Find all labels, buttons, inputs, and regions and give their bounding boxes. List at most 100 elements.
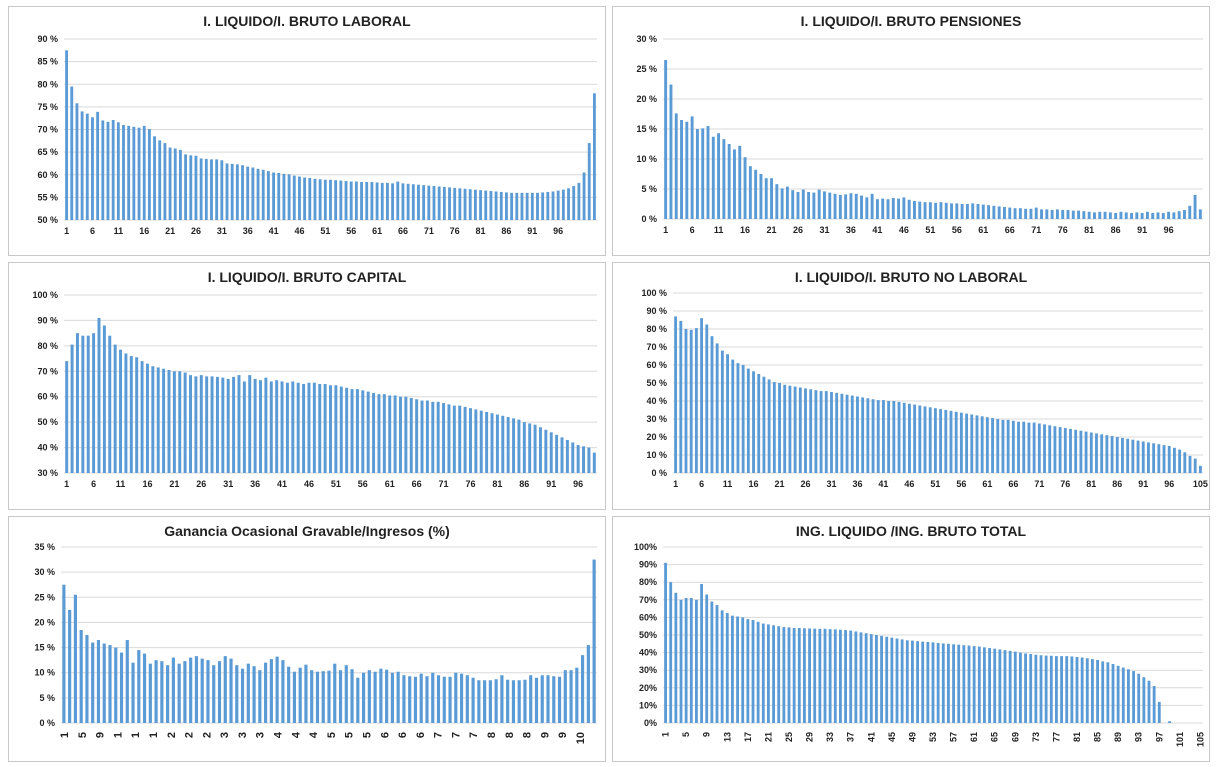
bar (700, 318, 704, 473)
bar (808, 628, 811, 723)
bar (183, 661, 187, 723)
x-tick-label: 31 (819, 225, 829, 235)
bar (674, 113, 678, 219)
bar (361, 672, 366, 723)
y-tick-label: 15 % (34, 643, 55, 653)
bar (391, 183, 395, 220)
bar (490, 413, 494, 473)
bar (124, 353, 128, 473)
bar (775, 184, 779, 219)
bar (269, 659, 273, 723)
bar (1027, 422, 1031, 473)
bar (194, 656, 199, 723)
bar (525, 192, 529, 220)
y-tick-label: 10% (639, 700, 657, 710)
bar (510, 192, 514, 220)
bar (65, 361, 69, 473)
bar (944, 410, 948, 473)
bar (892, 401, 896, 473)
y-tick-label: 90% (639, 560, 657, 570)
bar (538, 427, 542, 473)
bar (436, 401, 440, 473)
bar (1193, 195, 1197, 219)
bar (572, 186, 576, 220)
bar (92, 333, 96, 473)
bar (715, 605, 719, 723)
bar (318, 384, 322, 473)
bar (1168, 721, 1171, 723)
bar (280, 381, 284, 473)
bar (705, 594, 709, 723)
bar (674, 316, 678, 473)
bar (866, 398, 870, 473)
bar (586, 645, 590, 723)
y-tick-label: 90 % (37, 315, 58, 325)
bar (355, 389, 359, 473)
x-tick-label: 81 (1072, 732, 1082, 742)
x-tick-label: 4 (273, 731, 285, 738)
bar (992, 205, 996, 219)
bar (1137, 673, 1141, 723)
bar (388, 395, 392, 473)
bar (471, 677, 475, 723)
bar (229, 658, 233, 723)
bar (988, 648, 991, 723)
bar (1140, 213, 1144, 219)
bar (897, 401, 901, 473)
bar (488, 680, 492, 723)
bar (664, 60, 668, 219)
bar (409, 397, 413, 473)
bar (793, 386, 797, 473)
x-tick-label: 11 (114, 226, 124, 236)
bar (689, 598, 693, 723)
bar (581, 655, 585, 723)
bar (1157, 444, 1161, 473)
bar (1029, 654, 1033, 723)
y-tick-label: 85 % (37, 57, 58, 67)
bar (830, 392, 833, 473)
y-tick-label: 25 % (636, 64, 657, 74)
bar (173, 148, 177, 220)
bar (287, 666, 291, 723)
bar (664, 562, 667, 723)
x-tick-label: 69 (1010, 732, 1020, 742)
bar (1108, 212, 1112, 219)
bar (512, 418, 516, 473)
bar (91, 117, 94, 220)
chart-title: I. LIQUIDO/I. BRUTO CAPITAL (207, 269, 407, 285)
bar (484, 190, 488, 220)
bar (258, 670, 262, 723)
bar (828, 192, 832, 219)
bar (142, 125, 146, 220)
bar (556, 190, 560, 220)
x-tick-label: 46 (304, 479, 314, 489)
y-tick-label: 70 % (37, 366, 58, 376)
bar (79, 629, 83, 723)
bar (840, 393, 844, 473)
bar (420, 400, 424, 473)
x-tick-label: 56 (956, 479, 966, 489)
bar (199, 375, 203, 473)
bar (902, 402, 906, 473)
bar (122, 124, 125, 220)
bar (210, 376, 214, 473)
bar (310, 670, 314, 723)
bar (1017, 421, 1020, 473)
bar (473, 189, 477, 220)
chart-panel-total: ING. LIQUIDO /ING. BRUTO TOTAL 0% 10% 20% 3… (612, 516, 1210, 762)
bar (1126, 438, 1130, 473)
bar (695, 599, 698, 723)
bar (396, 671, 400, 723)
x-tick-label: 41 (872, 225, 882, 235)
bar (669, 582, 673, 723)
bar (163, 143, 167, 220)
bar (1071, 210, 1075, 219)
bar (856, 396, 859, 473)
bar (506, 679, 510, 723)
bar (252, 666, 256, 723)
bar (967, 645, 971, 723)
bar (127, 125, 131, 220)
bar (987, 205, 991, 219)
x-tick-label: 86 (501, 226, 511, 236)
bar (770, 178, 773, 219)
